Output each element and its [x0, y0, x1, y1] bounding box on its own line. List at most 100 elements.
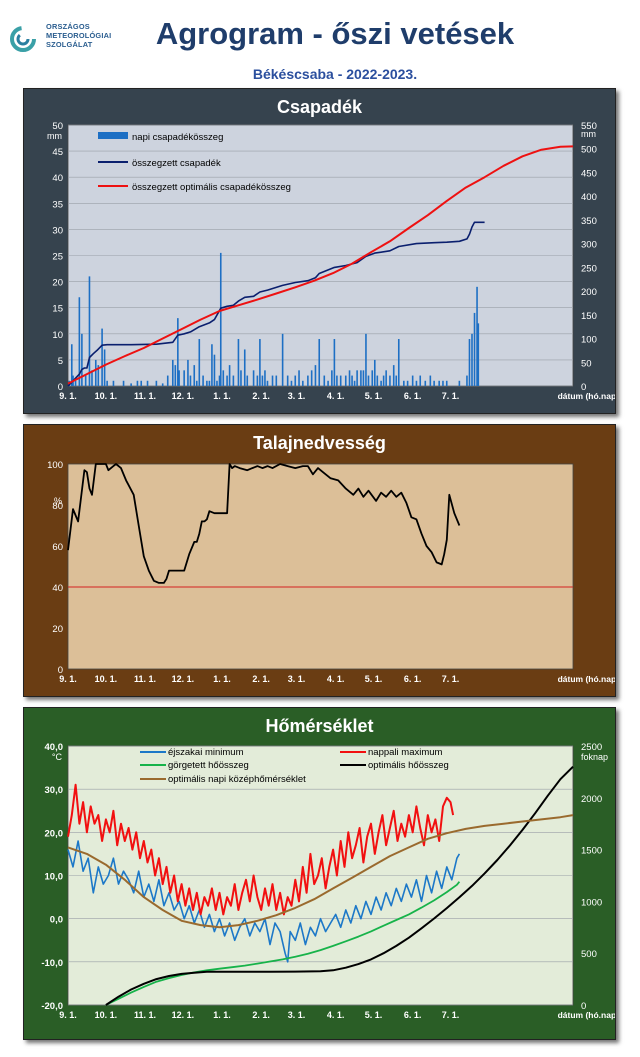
y-tick-label: 35: [52, 199, 63, 210]
precip-bar: [81, 333, 83, 386]
precip-bar: [161, 383, 164, 386]
x-axis-label: dátum (hó.nap): [558, 391, 615, 401]
precip-bar: [376, 375, 379, 386]
precip-bar: [206, 380, 208, 386]
chart-title: Talajnedvesség: [253, 433, 386, 453]
x-tick-label: 11. 1.: [134, 391, 156, 401]
precip-bar: [187, 359, 189, 386]
logo-line: ORSZÁGOS: [46, 22, 90, 31]
y-axis-unit: %: [54, 496, 62, 506]
x-tick-label: 3. 1.: [288, 674, 306, 684]
precip-bar: [314, 365, 317, 386]
y2-tick-label: 2000: [581, 794, 602, 805]
y-tick-label: 0: [58, 665, 63, 676]
precip-bar: [211, 344, 213, 386]
y-tick-label: 40: [52, 583, 63, 594]
precip-bar: [271, 375, 274, 386]
precip-bar: [213, 354, 216, 386]
y2-tick-label: 550: [581, 121, 597, 132]
precip-bar: [219, 252, 222, 386]
precip-bar: [237, 339, 240, 386]
precip-bar: [473, 312, 476, 386]
x-tick-label: 7. 1.: [442, 1010, 460, 1020]
precip-bar: [178, 370, 180, 386]
legend-label: összegzett optimális csapadékösszeg: [132, 182, 291, 193]
precip-bar: [193, 365, 196, 386]
x-tick-label: 12. 1.: [172, 1010, 195, 1020]
precip-bar: [351, 375, 353, 386]
y-tick-label: 20: [52, 624, 63, 635]
precip-bar: [406, 380, 409, 386]
y-tick-label: 80: [52, 501, 63, 512]
x-tick-label: 9. 1.: [59, 391, 77, 401]
precip-bar: [433, 380, 435, 386]
precip-bar: [155, 380, 158, 386]
precip-bar: [216, 380, 218, 386]
logo-line: METEOROLÓGIAI: [46, 31, 112, 40]
precip-bar: [281, 333, 284, 386]
precip-bar: [458, 380, 461, 386]
x-tick-label: 10. 1.: [95, 674, 118, 684]
precip-bar: [327, 380, 329, 386]
precip-bar: [177, 318, 179, 386]
soil-moisture-panel: Talajnedvesség 0 20 40 60 80 100% 9. 1. 10. 1. 11…: [23, 424, 619, 697]
series-line-3: [67, 145, 574, 385]
temperature-panel: Hőmérséklet -20,0 -10,0 0,0 10,0 20,0 30,0 40,0…: [23, 707, 619, 1040]
precip-bar: [94, 359, 97, 386]
precip-bar: [240, 370, 242, 386]
precip-bar: [202, 375, 204, 386]
precip-bar: [318, 339, 321, 386]
y-tick-label: 45: [52, 147, 63, 158]
precip-bar: [348, 370, 351, 386]
precip-bar: [371, 370, 374, 386]
precip-bar: [471, 333, 473, 386]
precipitation-panel: Csapadék 0 5 10 15 20 25 30 35 40 45 50 mm 0 50 100 150 2…: [23, 88, 619, 414]
precip-bar: [261, 375, 264, 386]
precip-bar: [136, 380, 139, 386]
precip-bar: [360, 370, 362, 386]
precip-bar: [336, 375, 338, 386]
chart-title: Hőmérséklet: [265, 716, 373, 736]
precip-bar: [476, 286, 478, 386]
precip-bar: [228, 365, 231, 386]
page-title: Agrogram - őszi vetések: [155, 16, 515, 51]
x-tick-label: 1. 1.: [213, 1010, 231, 1020]
y2-tick-label: 1500: [581, 846, 602, 857]
precip-bar: [429, 375, 432, 386]
precip-bar: [252, 370, 255, 386]
x-tick-label: 5. 1.: [365, 1010, 383, 1020]
precip-bar: [468, 339, 471, 386]
precip-bar: [310, 370, 313, 386]
precip-bar: [290, 380, 293, 386]
y2-tick-label: 150: [581, 311, 597, 322]
y2-tick-label: 200: [581, 287, 597, 298]
y-tick-label: 0: [58, 382, 63, 393]
precip-bar: [101, 328, 103, 386]
precip-bar: [266, 380, 269, 386]
precip-bar: [411, 375, 414, 386]
precip-bar: [424, 380, 427, 386]
series-line-1: [67, 463, 461, 584]
y2-tick-label: 500: [581, 145, 597, 156]
legend-swatch: [98, 132, 128, 139]
x-tick-label: 3. 1.: [288, 1010, 306, 1020]
x-tick-label: 6. 1.: [404, 391, 422, 401]
precip-bar: [392, 365, 395, 386]
precip-bar: [466, 375, 468, 386]
y2-tick-label: 400: [581, 192, 597, 203]
y-tick-label: 25: [52, 252, 63, 263]
precip-bar: [395, 375, 398, 386]
y2-axis-unit: foknap: [581, 752, 608, 762]
y-tick-label: 40: [52, 173, 63, 184]
precip-bar: [373, 359, 376, 386]
y-tick-label: -10,0: [41, 958, 63, 969]
precip-bar: [112, 380, 115, 386]
series-line-2: [67, 783, 455, 916]
precip-bar: [323, 375, 326, 386]
precip-bar: [166, 375, 169, 386]
temperature-chart: Hőmérséklet -20,0 -10,0 0,0 10,0 20,0 30,0 40,0…: [24, 708, 619, 1039]
precip-bar: [146, 380, 149, 386]
precip-bar: [222, 370, 225, 386]
x-tick-label: 2. 1.: [252, 674, 270, 684]
y2-tick-label: 100: [581, 335, 597, 346]
